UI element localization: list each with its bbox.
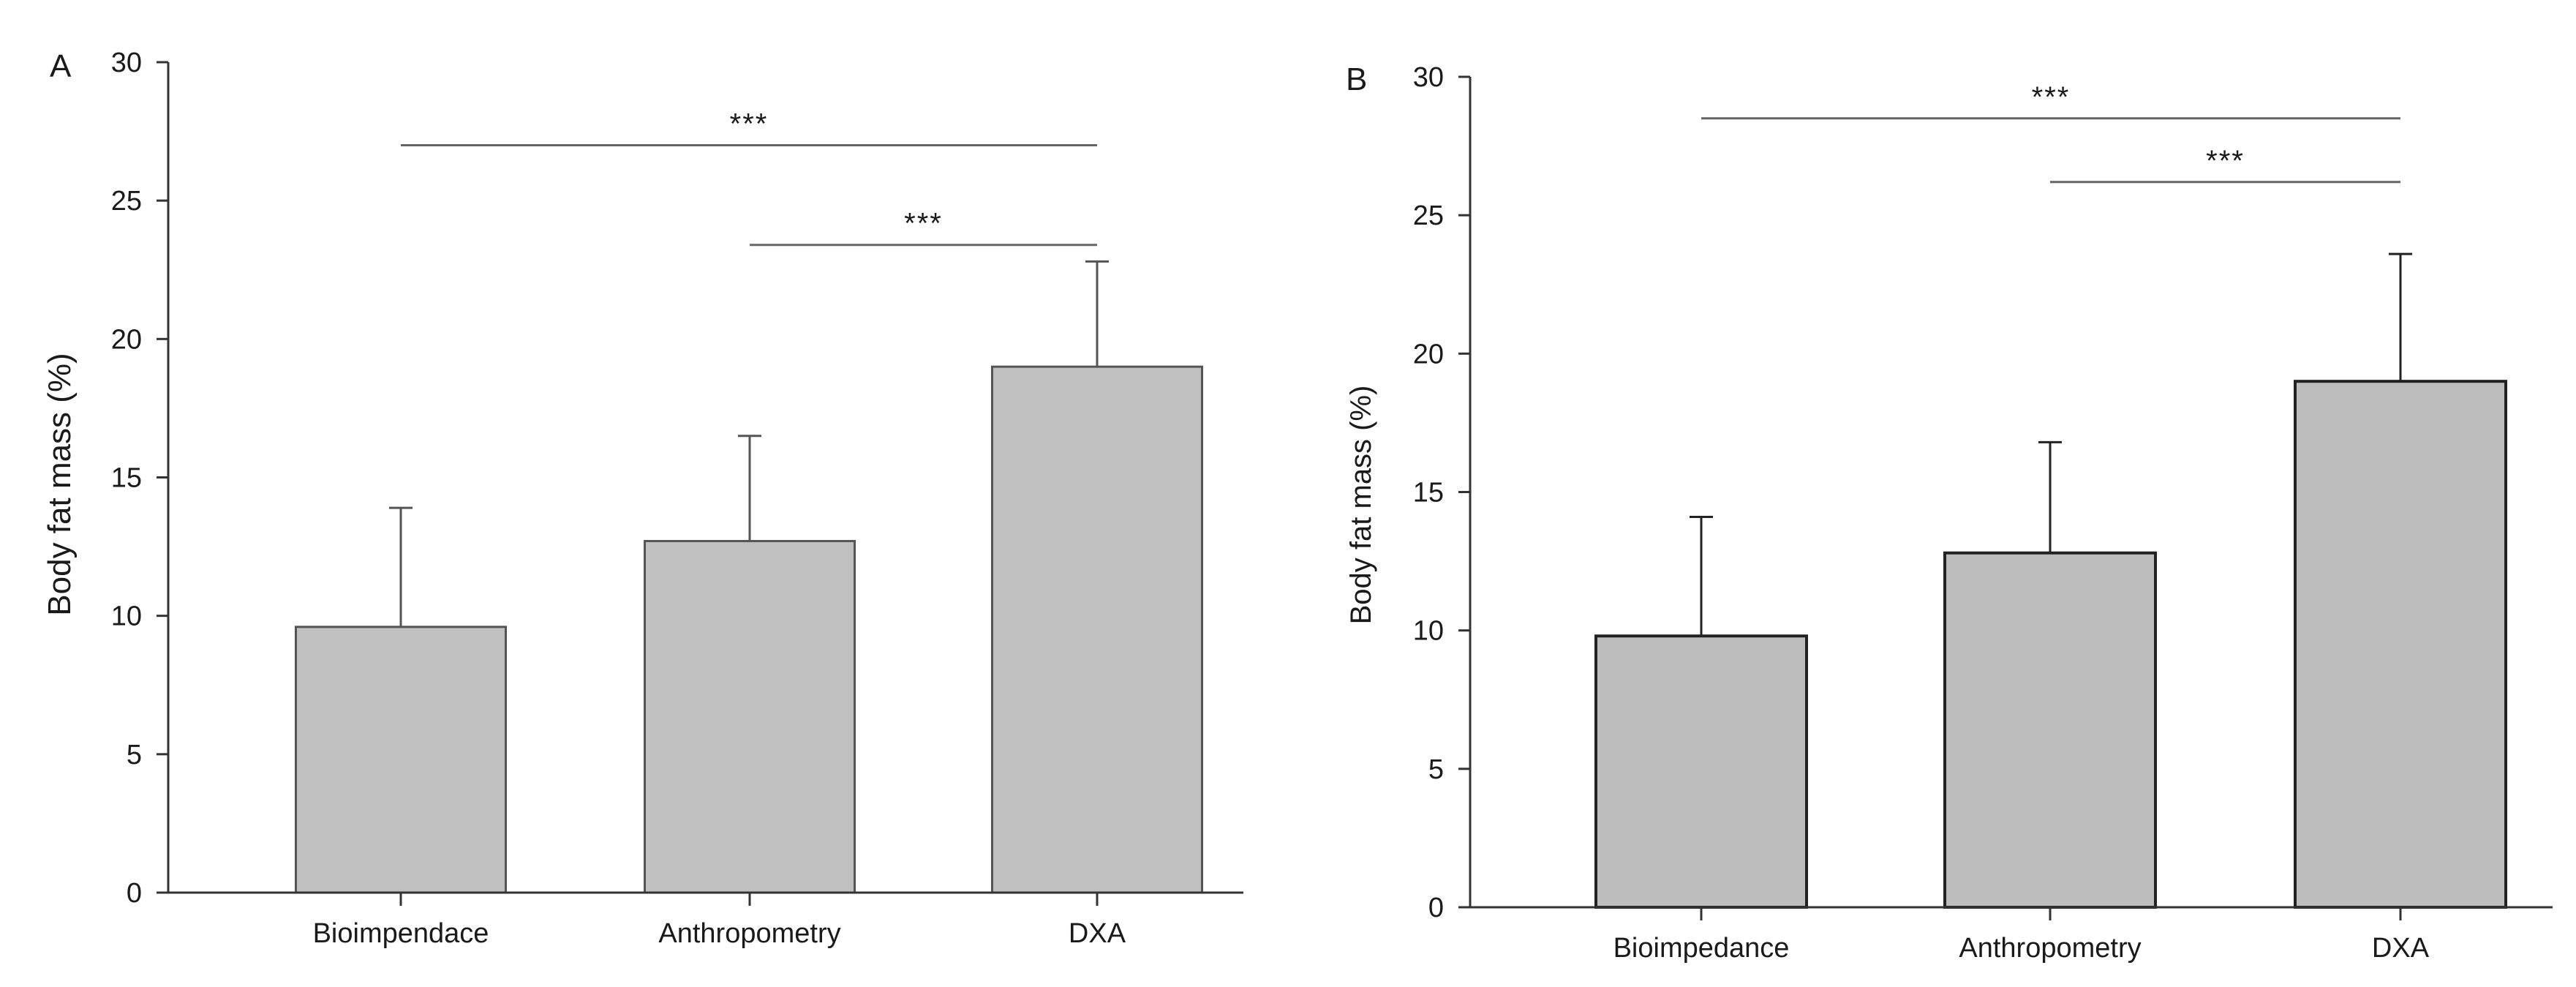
y-tick-label: 20 [1413, 339, 1444, 369]
bar [644, 540, 856, 894]
y-axis-title-b: Body fat mass (%) [1345, 386, 1377, 625]
x-categories-a: Bioimpendace Anthropometry DXA [313, 918, 1126, 949]
x-category-label: Anthropometry [1959, 933, 2141, 964]
y-tick-label: 0 [127, 878, 142, 909]
y-tick-label: 25 [1413, 200, 1444, 231]
significance-label: *** [2032, 81, 2071, 113]
bar [1594, 634, 1808, 909]
y-tick-label: 15 [111, 463, 142, 494]
y-ticks-b: 0 5 10 15 20 25 30 [1413, 62, 1444, 923]
x-category-label: Bioimpendace [313, 918, 489, 949]
x-category-label: DXA [2372, 933, 2430, 964]
bar [1943, 551, 2157, 909]
panel-a: A Body fat mass (%) 0 5 10 15 20 25 30 B… [42, 48, 1243, 949]
panel-letter-b: B [1346, 61, 1367, 97]
significance-label: *** [2206, 145, 2245, 177]
panel-letter-a: A [50, 48, 72, 84]
y-tick-label: 5 [127, 740, 142, 770]
y-tick-label: 20 [111, 324, 142, 355]
bar [2294, 380, 2507, 909]
y-tick-label: 0 [1428, 893, 1444, 923]
y-tick-label: 10 [111, 601, 142, 632]
panel-b: B Body fat mass (%) 0 5 10 15 20 25 30 B… [1345, 61, 2553, 964]
x-categories-b: Bioimpedance Anthropometry DXA [1613, 933, 2430, 964]
y-tick-label: 25 [111, 186, 142, 217]
y-tick-label: 15 [1413, 478, 1444, 508]
x-category-label: Anthropometry [658, 918, 840, 949]
y-tick-label: 10 [1413, 616, 1444, 647]
y-tick-label: 30 [111, 48, 142, 78]
x-category-label: Bioimpedance [1613, 933, 1790, 964]
y-tick-label: 5 [1428, 754, 1444, 785]
x-category-label: DXA [1069, 918, 1126, 949]
y-axis-title-a: Body fat mass (%) [42, 353, 78, 615]
y-ticks-a: 0 5 10 15 20 25 30 [111, 48, 142, 909]
y-tick-label: 30 [1413, 62, 1444, 93]
significance-labels-a: *** *** [730, 108, 943, 240]
significance-label: *** [904, 208, 943, 240]
significance-labels-b: *** *** [2032, 81, 2245, 177]
significance-label: *** [730, 108, 769, 140]
bar [991, 365, 1203, 894]
bar [295, 626, 507, 894]
